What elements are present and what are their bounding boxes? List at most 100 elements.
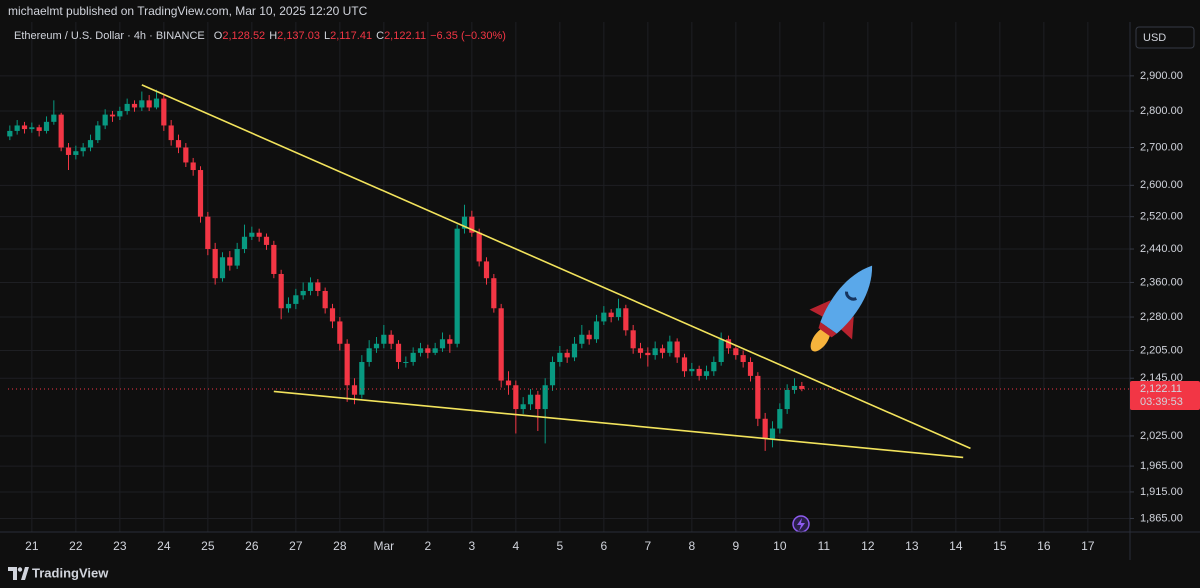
candle-body	[718, 339, 724, 362]
candle-body	[373, 343, 380, 349]
candle-body	[263, 236, 270, 245]
candle-body	[586, 334, 592, 340]
publish-info: michaelmt published on TradingView.com, …	[8, 4, 368, 18]
candle-body	[36, 127, 42, 131]
candle-body	[549, 361, 556, 386]
x-tick-label: 15	[993, 539, 1007, 553]
candle-body	[146, 100, 152, 108]
candle-body	[527, 394, 534, 405]
event-icon[interactable]	[792, 515, 810, 533]
candle-body	[278, 273, 284, 309]
x-tick-label: 22	[69, 539, 83, 553]
candle-body	[175, 140, 182, 148]
candle-body	[161, 98, 167, 126]
candle-body	[43, 121, 50, 131]
candle-body	[241, 236, 248, 250]
candle-body	[395, 343, 402, 362]
x-tick-label: 7	[644, 539, 651, 553]
y-tick-label: 2,440.00	[1140, 243, 1183, 255]
candle-body	[469, 216, 475, 233]
x-tick-label: 8	[688, 539, 695, 553]
candle-body	[73, 151, 79, 155]
candle-body	[212, 249, 218, 279]
candle-body	[645, 352, 651, 356]
candle-body	[593, 321, 600, 340]
candle-body	[139, 100, 145, 108]
candle-body	[667, 341, 673, 353]
ohlc-value: 2,122.11	[384, 30, 426, 42]
currency-box[interactable]	[1135, 26, 1195, 49]
candle-body	[491, 278, 497, 309]
candle-body	[29, 127, 35, 130]
candle-body	[615, 308, 622, 318]
candle-body	[659, 348, 666, 353]
candle-body	[542, 385, 548, 410]
candle-body	[725, 339, 732, 349]
candle-body	[249, 232, 255, 237]
currency: USD	[1143, 32, 1166, 44]
axes: 2,900.00 2,800.00 2,700.00 2,600.00 2,520.00…	[25, 70, 1183, 553]
symbol: Ethereum / U.S. Dollar · 4h · BINANCE	[14, 30, 205, 42]
x-tick-label: 21	[25, 539, 39, 553]
candle-body	[300, 290, 306, 296]
candle-body	[315, 282, 321, 291]
ohlc-key: H	[269, 30, 277, 42]
candle-body	[689, 368, 695, 372]
price-axis	[1130, 22, 1200, 560]
candle-body	[21, 125, 28, 130]
y-tick-label: 2,205.00	[1140, 344, 1183, 356]
candle-body	[307, 282, 314, 291]
x-tick-label: 2	[424, 539, 431, 553]
candle-body	[124, 103, 130, 112]
y-tick-label: 2,360.00	[1140, 276, 1183, 288]
trendline	[141, 84, 971, 450]
candle-body	[205, 216, 211, 250]
footer-brand: TradingView	[32, 565, 109, 580]
candle-body	[784, 389, 790, 410]
candle-body	[197, 170, 204, 217]
candle-body	[439, 339, 446, 349]
y-tick-label: 2,600.00	[1140, 179, 1183, 191]
candle-body	[505, 380, 512, 386]
ohlc-value: 2,117.41	[330, 30, 372, 42]
candle-body	[403, 361, 409, 363]
candle-body	[329, 308, 336, 322]
candle-body	[183, 147, 189, 163]
y-tick-label: 1,915.00	[1140, 486, 1183, 498]
candle-body	[322, 290, 328, 309]
candle-body	[168, 125, 174, 141]
candle-body	[131, 103, 138, 108]
candle-body	[762, 418, 768, 439]
plot	[7, 84, 1130, 459]
candle-body	[630, 330, 636, 349]
grid	[0, 22, 1130, 532]
ohlc-value: 2,128.52	[222, 30, 265, 42]
footer	[0, 560, 1200, 588]
candle-body	[564, 352, 570, 358]
candle-body	[256, 232, 262, 237]
x-tick-label: 4	[512, 539, 519, 553]
candle-body	[799, 385, 805, 389]
rocket	[809, 265, 873, 352]
candle-body	[733, 348, 739, 356]
candle-body	[293, 295, 299, 304]
x-tick-label: 3	[468, 539, 475, 553]
trendline	[273, 390, 964, 459]
candle-body	[388, 334, 394, 344]
candle-body	[681, 357, 688, 372]
candle-body	[637, 348, 644, 353]
candle-body	[344, 343, 350, 386]
candle-body	[381, 334, 387, 344]
candle-body	[674, 341, 680, 358]
last-price-box	[1130, 380, 1200, 410]
candle-body	[366, 348, 372, 362]
candle-body	[740, 355, 746, 362]
x-tick-label: 5	[556, 539, 563, 553]
candle-body	[51, 114, 57, 122]
change: −6.35 (−0.30%)	[430, 30, 506, 42]
candle-body	[703, 371, 710, 376]
x-tick-label: Mar	[373, 539, 394, 553]
publish-bar	[0, 0, 1200, 22]
